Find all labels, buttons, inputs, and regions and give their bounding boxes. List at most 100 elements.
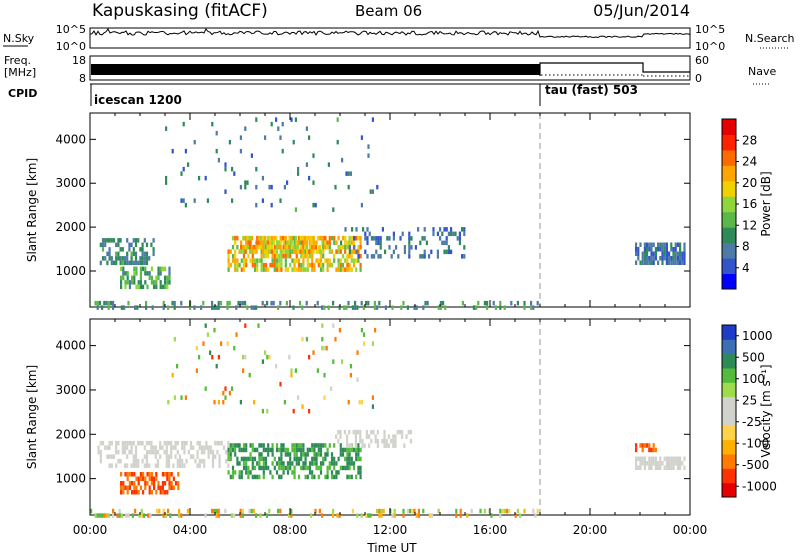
velocity-cell: [139, 476, 142, 481]
velocity-cell: [134, 449, 138, 455]
power-cell: [344, 258, 347, 263]
velocity-colorbar-segment: [722, 325, 736, 340]
power-cell: [643, 247, 646, 252]
velocity-cell: [148, 440, 151, 446]
velocity-cell: [105, 513, 108, 518]
power-cell: [450, 249, 453, 255]
power-cell: [253, 258, 257, 263]
power-cell: [652, 256, 655, 261]
power-cell: [317, 258, 320, 263]
velocity-cell: [339, 465, 342, 471]
power-cell: [663, 247, 666, 252]
power-cell: [270, 240, 273, 245]
velocity-cell: [295, 447, 298, 453]
velocity-cell: [300, 456, 303, 462]
velocity-cell: [330, 456, 334, 462]
velocity-cell: [257, 323, 260, 328]
velocity-cell: [141, 440, 144, 446]
velocity-ytick-label: 4000: [55, 339, 86, 353]
velocity-cell: [657, 461, 660, 466]
power-cell: [245, 262, 248, 268]
power-cell: [224, 162, 227, 167]
velocity-cell: [130, 463, 133, 468]
velocity-cell: [300, 465, 303, 471]
velocity-cell: [654, 461, 657, 466]
power-cell: [256, 244, 259, 250]
velocity-cell: [650, 465, 653, 470]
power-cell: [145, 251, 149, 257]
power-cell: [341, 235, 345, 241]
velocity-cell: [181, 440, 184, 446]
velocity-cell: [258, 474, 261, 480]
velocity-cell: [126, 472, 129, 477]
velocity-cell: [317, 447, 320, 453]
power-cell: [257, 235, 260, 241]
velocity-cell: [406, 508, 409, 514]
power-cell: [371, 117, 374, 122]
power-cell: [242, 267, 246, 272]
power-cell: [258, 258, 261, 263]
power-cell: [432, 231, 435, 237]
power-cell: [151, 305, 154, 310]
power-cell: [670, 256, 673, 261]
velocity-cell: [387, 434, 390, 439]
velocity-cell: [501, 508, 504, 514]
power-cell: [275, 258, 279, 263]
velocity-cell: [150, 449, 153, 455]
velocity-cell: [117, 449, 120, 455]
power-cell: [275, 244, 279, 250]
freq-label-line1: Freq.: [4, 54, 31, 67]
power-cell: [392, 231, 395, 237]
velocity-cell: [315, 461, 318, 466]
power-cell: [275, 253, 279, 259]
power-cell: [679, 242, 682, 247]
power-cell: [110, 256, 113, 261]
velocity-cell: [242, 443, 246, 448]
power-cell: [344, 244, 347, 250]
power-cell: [349, 171, 352, 176]
velocity-cell: [262, 465, 265, 471]
velocity-cell: [284, 452, 287, 457]
power-cell: [661, 260, 664, 265]
velocity-cell: [134, 458, 138, 464]
velocity-cell: [635, 461, 638, 466]
velocity-cell: [297, 461, 301, 466]
velocity-colorbar-tick-label: 25: [742, 393, 757, 407]
power-cell: [266, 300, 269, 306]
velocity-cell: [97, 445, 100, 450]
power-cell: [346, 253, 349, 259]
velocity-cell: [164, 513, 167, 518]
power-cell: [161, 284, 164, 290]
power-cell: [238, 249, 241, 254]
velocity-cell: [269, 470, 272, 475]
power-cell: [439, 227, 442, 232]
velocity-cell: [519, 513, 522, 518]
velocity-cell: [144, 481, 147, 486]
velocity-cell: [278, 465, 281, 471]
power-cell: [248, 249, 251, 254]
velocity-cell: [145, 454, 149, 459]
power-cell: [365, 300, 368, 306]
velocity-cell: [126, 445, 129, 450]
velocity-cell: [180, 395, 183, 400]
velocity-cell: [150, 472, 153, 477]
power-cell: [135, 266, 138, 272]
power-cell: [167, 305, 170, 310]
velocity-cell: [231, 470, 235, 475]
velocity-cell: [376, 508, 379, 514]
velocity-cell: [417, 513, 420, 518]
power-cell: [166, 275, 169, 281]
velocity-cell: [326, 452, 329, 457]
velocity-cell: [354, 434, 357, 439]
velocity-cell: [239, 399, 242, 405]
power-cell: [536, 300, 539, 306]
power-cell: [107, 300, 110, 306]
power-cell: [242, 262, 246, 268]
velocity-cell: [229, 474, 232, 480]
velocity-cell: [328, 461, 331, 466]
freq-label-line2: [MHz]: [4, 66, 36, 79]
velocity-cell: [315, 452, 318, 457]
velocity-cell: [641, 456, 644, 461]
power-cell: [665, 251, 668, 256]
velocity-cell: [330, 461, 334, 466]
